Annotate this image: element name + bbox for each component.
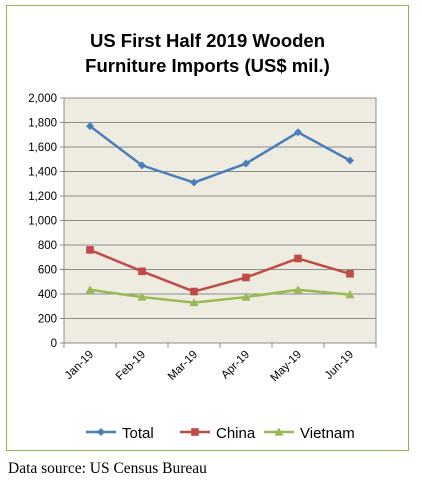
y-tick-label: 800	[38, 240, 57, 252]
point-vietnam	[137, 292, 147, 301]
y-tick-label: 1,800	[28, 118, 57, 130]
point-total	[242, 159, 250, 168]
point-vietnam	[85, 285, 95, 294]
point-total	[346, 156, 354, 165]
point-total	[294, 128, 302, 137]
series-line-china	[89, 248, 351, 293]
x-tick-label: Jan-19	[63, 349, 96, 382]
point-total	[190, 178, 198, 187]
point-china	[346, 269, 354, 278]
y-tick-label: 1,000	[28, 216, 57, 228]
data-source-note: Data source: US Census Bureau	[8, 460, 207, 477]
point-china	[86, 246, 94, 254]
x-tick-label: Jun-19	[323, 349, 356, 382]
legend-label-china: China	[216, 425, 256, 442]
point-vietnam	[345, 290, 355, 299]
y-tick-label: 400	[38, 289, 57, 301]
x-tick-label: Mar-19	[166, 349, 200, 383]
chart-title-line-2: Furniture Imports (US$ mil.)	[85, 55, 330, 76]
y-tick-label: 600	[38, 265, 57, 277]
point-vietnam	[241, 292, 251, 301]
chart-title-line-1: US First Half 2019 Wooden	[89, 30, 326, 51]
point-china	[242, 273, 250, 282]
series-line-vietnam	[89, 288, 351, 304]
legend-marker-vietnam	[274, 427, 284, 436]
point-china	[294, 254, 302, 263]
y-tick-label: 200	[38, 314, 57, 326]
y-tick-label: 1,200	[28, 191, 57, 203]
point-total	[86, 122, 94, 131]
series-line-total	[89, 125, 351, 184]
x-tick-label: May-19	[269, 349, 305, 385]
x-tick-label: Feb-19	[114, 349, 148, 383]
point-vietnam	[293, 285, 303, 294]
y-tick-label: 1,600	[28, 142, 57, 154]
point-total	[138, 161, 146, 170]
y-tick-label: 0	[51, 338, 57, 350]
legend-marker-total	[97, 428, 105, 436]
legend-marker-china	[191, 428, 199, 436]
legend-label-total: Total	[122, 425, 154, 442]
legend-label-vietnam: Vietnam	[300, 425, 355, 442]
point-vietnam	[189, 298, 199, 307]
y-tick-label: 2,000	[28, 93, 57, 105]
chart-title: US First Half 2019 Wooden Furniture Impo…	[7, 28, 408, 78]
point-china	[138, 267, 146, 276]
x-tick-label: Apr-19	[219, 349, 252, 382]
point-china	[190, 287, 198, 296]
y-tick-label: 1,400	[28, 167, 57, 179]
